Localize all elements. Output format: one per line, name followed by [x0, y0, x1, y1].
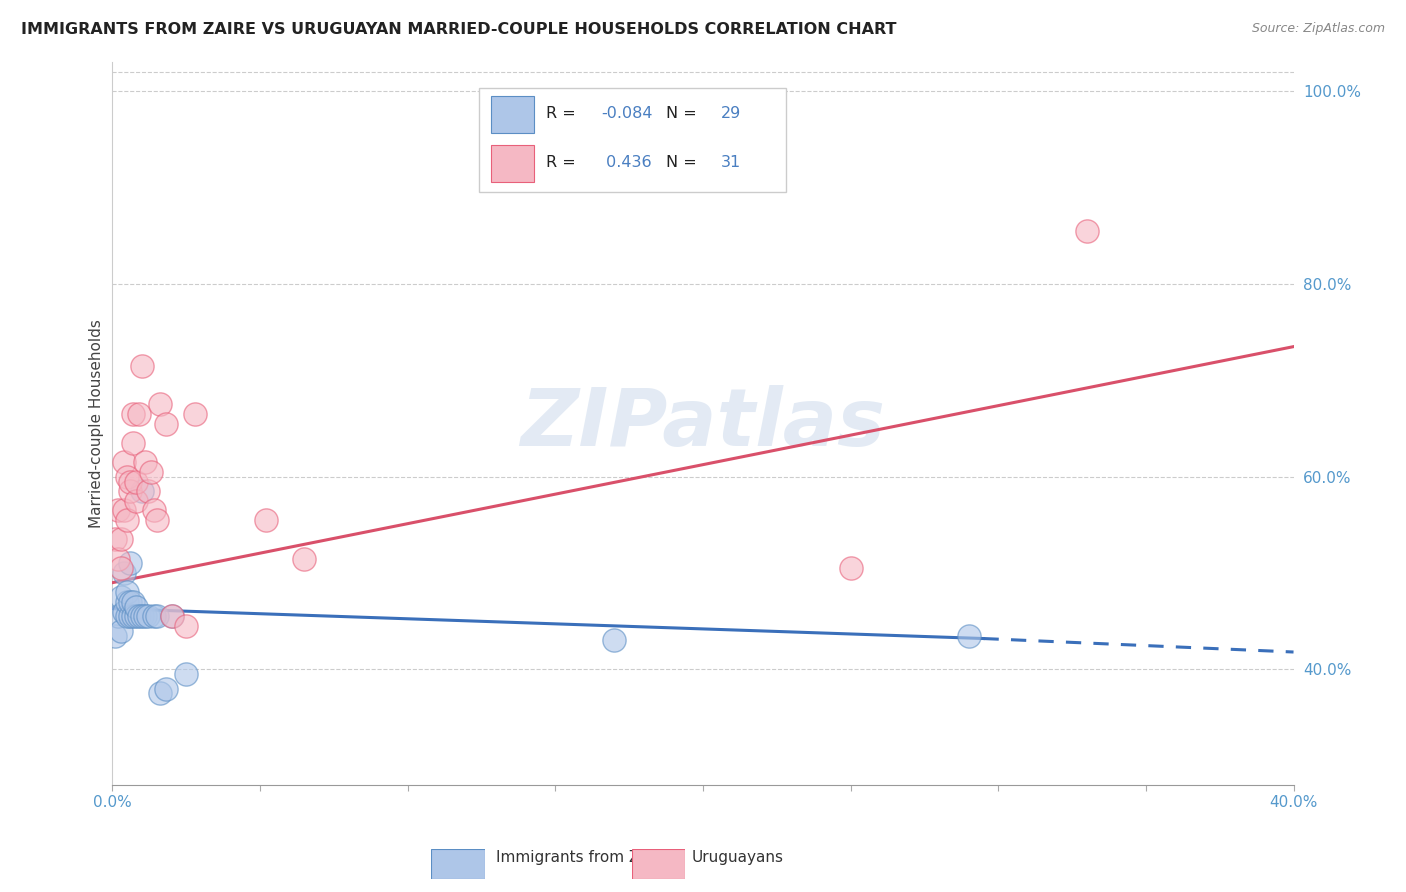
Point	[120, 595, 142, 609]
Point	[142, 503, 165, 517]
Text: Source: ZipAtlas.com: Source: ZipAtlas.com	[1251, 22, 1385, 36]
Point	[146, 609, 169, 624]
Point	[134, 609, 156, 624]
Point	[110, 624, 132, 638]
Point	[146, 513, 169, 527]
Point	[117, 513, 138, 527]
Point	[122, 407, 145, 421]
Point	[117, 609, 138, 624]
Point	[136, 484, 159, 499]
Point	[104, 629, 127, 643]
Point	[112, 566, 135, 580]
Point	[120, 609, 142, 624]
Point	[160, 609, 183, 624]
Point	[136, 609, 159, 624]
Point	[117, 469, 138, 483]
Text: Immigrants from Zaire: Immigrants from Zaire	[496, 850, 669, 864]
Point	[292, 551, 315, 566]
Point	[120, 557, 142, 571]
Point	[139, 465, 162, 479]
Point	[155, 417, 177, 431]
Point	[134, 455, 156, 469]
Point	[104, 533, 127, 547]
Point	[110, 533, 132, 547]
Point	[117, 595, 138, 609]
Point	[131, 484, 153, 499]
Point	[122, 609, 145, 624]
Y-axis label: Married-couple Households: Married-couple Households	[89, 319, 104, 528]
Point	[155, 681, 177, 696]
Point	[131, 359, 153, 373]
Point	[142, 609, 165, 624]
Point	[125, 609, 148, 624]
Point	[120, 475, 142, 489]
Point	[112, 605, 135, 619]
Point	[110, 561, 132, 575]
Point	[125, 599, 148, 614]
Point	[107, 551, 129, 566]
Point	[112, 455, 135, 469]
Point	[120, 484, 142, 499]
Point	[254, 513, 277, 527]
Point	[149, 397, 172, 411]
Point	[174, 667, 197, 681]
Point	[149, 686, 172, 700]
Point	[184, 407, 207, 421]
Point	[107, 503, 129, 517]
Point	[112, 503, 135, 517]
Point	[122, 436, 145, 450]
Point	[131, 609, 153, 624]
Point	[603, 633, 626, 648]
Point	[160, 609, 183, 624]
Point	[128, 609, 150, 624]
Point	[125, 475, 148, 489]
Point	[174, 619, 197, 633]
Point	[1076, 224, 1098, 238]
Point	[125, 493, 148, 508]
Point	[117, 585, 138, 599]
Point	[107, 609, 129, 624]
Text: IMMIGRANTS FROM ZAIRE VS URUGUAYAN MARRIED-COUPLE HOUSEHOLDS CORRELATION CHART: IMMIGRANTS FROM ZAIRE VS URUGUAYAN MARRI…	[21, 22, 897, 37]
Text: Uruguayans: Uruguayans	[692, 850, 783, 864]
Point	[128, 407, 150, 421]
Point	[110, 590, 132, 604]
Point	[122, 595, 145, 609]
Point	[957, 629, 980, 643]
Text: ZIPatlas: ZIPatlas	[520, 384, 886, 463]
Point	[839, 561, 862, 575]
